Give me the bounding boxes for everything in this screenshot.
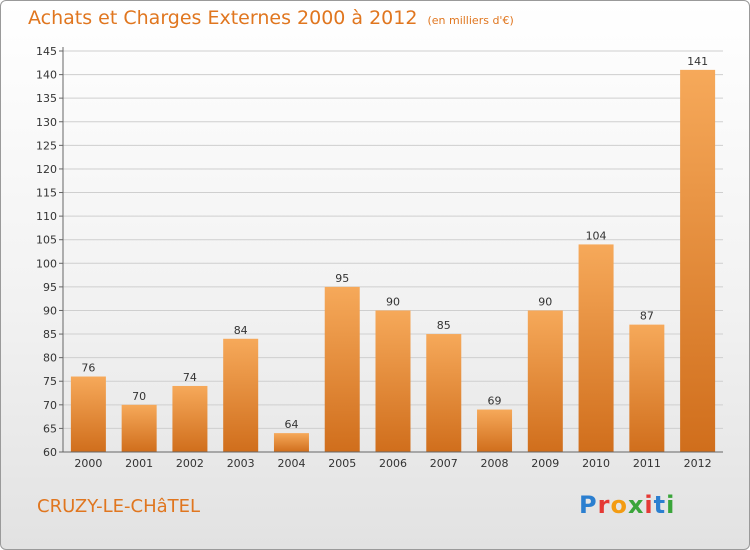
bar: [527, 310, 563, 452]
bar-value-label: 95: [335, 272, 349, 285]
x-tick-label: 2008: [481, 457, 509, 470]
bar: [477, 409, 513, 452]
bar-value-label: 84: [234, 324, 248, 337]
chart-unit-label: (en milliers d'€): [427, 14, 514, 27]
bar-value-label: 90: [538, 295, 552, 308]
x-tick-label: 2006: [379, 457, 407, 470]
bar-value-label: 90: [386, 295, 400, 308]
x-tick-label: 2012: [684, 457, 712, 470]
bar: [426, 334, 462, 452]
y-tick-label: 140: [36, 69, 57, 82]
bar-value-label: 74: [183, 371, 197, 384]
y-tick-label: 130: [36, 116, 57, 129]
bar-value-label: 141: [687, 55, 708, 68]
bar: [578, 244, 614, 452]
y-tick-label: 85: [43, 328, 57, 341]
y-tick-label: 135: [36, 92, 57, 105]
x-tick-label: 2001: [125, 457, 153, 470]
x-tick-label: 2011: [633, 457, 661, 470]
bars: 76 70 74 84 64 95 90 85 69 90 104 87 141: [70, 55, 716, 452]
x-tick-label: 2004: [277, 457, 305, 470]
x-tick-label: 2007: [430, 457, 458, 470]
city-name: CRUZY-LE-CHâTEL: [37, 496, 201, 517]
y-tick-label: 65: [43, 422, 57, 435]
y-tick-label: 80: [43, 352, 57, 365]
x-tick-label: 2005: [328, 457, 356, 470]
bar-value-label: 64: [284, 418, 298, 431]
bar-value-label: 87: [640, 310, 654, 323]
bar: [121, 404, 157, 452]
y-tick-label: 105: [36, 234, 57, 247]
y-tick-label: 95: [43, 281, 57, 294]
y-tick-label: 100: [36, 257, 57, 270]
y-tick-label: 90: [43, 304, 57, 317]
x-tick-label: 2002: [176, 457, 204, 470]
bar-value-label: 85: [437, 319, 451, 332]
y-tick-label: 60: [43, 446, 57, 459]
x-tick-label: 2009: [531, 457, 559, 470]
bar-value-label: 104: [586, 229, 607, 242]
y-tick-label: 125: [36, 139, 57, 152]
bar: [70, 376, 106, 452]
y-tick-label: 115: [36, 187, 57, 200]
bar: [223, 338, 259, 452]
chart-title: Achats et Charges Externes 2000 à 2012 (e…: [28, 7, 514, 29]
bar-value-label: 69: [488, 395, 502, 408]
x-tick-label: 2003: [227, 457, 255, 470]
bar: [324, 286, 360, 452]
y-tick-label: 145: [36, 45, 57, 58]
y-tick-label: 70: [43, 399, 57, 412]
x-tick-label: 2010: [582, 457, 610, 470]
y-tick-label: 120: [36, 163, 57, 176]
bar: [375, 310, 411, 452]
bar: [172, 385, 208, 452]
bar: [629, 324, 665, 452]
y-tick-label: 75: [43, 375, 57, 388]
bar: [680, 69, 716, 452]
axes: 60 65 70 75 80 85 90 95 100 105 110 115 120 125 130 135…: [36, 45, 723, 470]
chart-title-main: Achats et Charges Externes 2000 à 2012: [28, 7, 418, 29]
bar-value-label: 76: [81, 362, 95, 375]
x-tick-label: 2000: [74, 457, 102, 470]
bar-value-label: 70: [132, 390, 146, 403]
y-tick-label: 110: [36, 210, 57, 223]
bar: [273, 433, 309, 452]
proxiti-logo: Proxiti: [579, 491, 676, 519]
